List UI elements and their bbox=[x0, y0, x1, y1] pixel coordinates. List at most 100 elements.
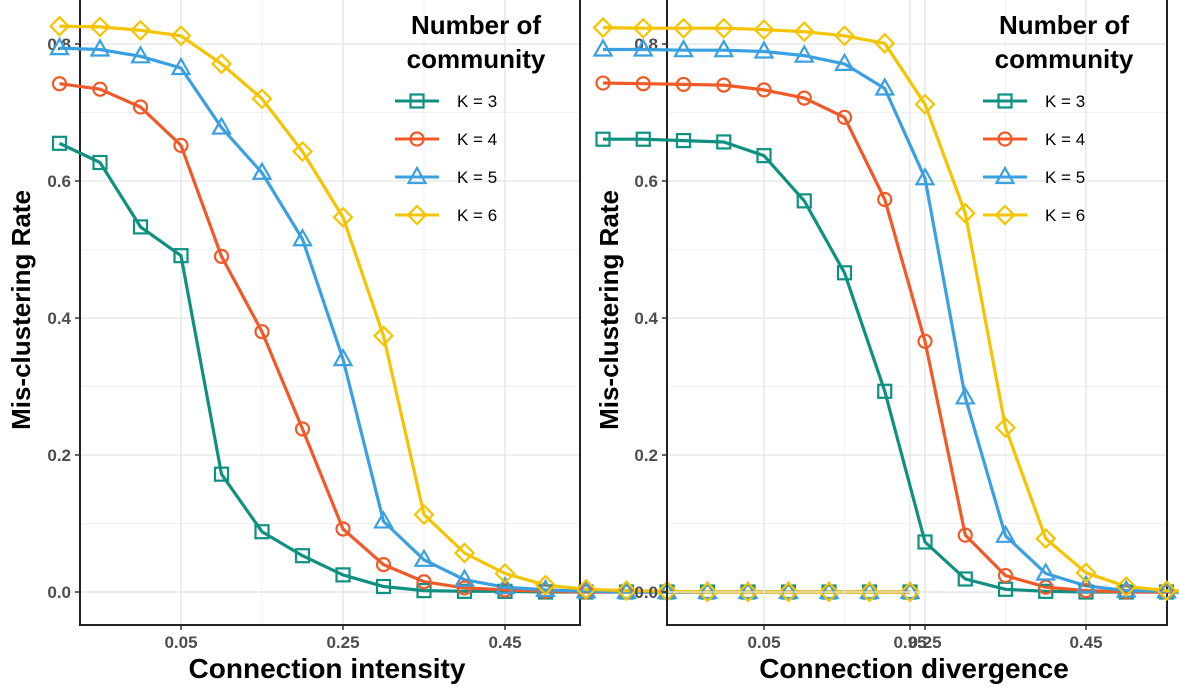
data-point bbox=[632, 38, 654, 57]
data-point bbox=[836, 109, 853, 125]
data-point bbox=[615, 580, 638, 602]
data-point bbox=[796, 193, 812, 209]
data-point bbox=[957, 527, 973, 543]
data-point bbox=[716, 134, 732, 150]
data-point bbox=[48, 15, 71, 37]
legend-title-line1: Number of bbox=[999, 10, 1129, 40]
x-axis-title: Connection divergence bbox=[759, 653, 1069, 684]
data-point bbox=[874, 77, 896, 96]
data-point bbox=[995, 524, 1016, 543]
legend-title-line1: Number of bbox=[411, 10, 541, 40]
y-tick-label: 0.2 bbox=[634, 446, 658, 465]
legend-label: K = 4 bbox=[457, 130, 497, 149]
data-point bbox=[129, 19, 152, 41]
data-point bbox=[210, 53, 233, 75]
data-point bbox=[595, 131, 611, 147]
data-point bbox=[291, 140, 314, 163]
data-point bbox=[375, 556, 392, 573]
x-tick-label: 0.25 bbox=[326, 633, 359, 652]
data-point bbox=[756, 82, 772, 98]
series-line bbox=[59, 24, 910, 594]
legend-label: K = 5 bbox=[457, 168, 497, 187]
data-point bbox=[713, 17, 735, 39]
data-point bbox=[51, 135, 68, 151]
data-point bbox=[635, 131, 651, 147]
data-point bbox=[954, 386, 976, 405]
data-point bbox=[778, 580, 799, 600]
data-point bbox=[1035, 562, 1057, 581]
data-point bbox=[332, 206, 354, 228]
data-point bbox=[375, 578, 392, 595]
data-point bbox=[592, 17, 614, 39]
data-point bbox=[917, 333, 933, 349]
plot-area: 0.050.250.450.950.00.20.40.60.8 bbox=[592, 0, 1179, 652]
data-point bbox=[49, 36, 70, 56]
data-point bbox=[595, 75, 611, 91]
x-axis-title: Connection intensity bbox=[189, 653, 466, 684]
data-point bbox=[796, 90, 812, 106]
data-point bbox=[170, 56, 192, 76]
series-line bbox=[603, 47, 1179, 594]
series-line bbox=[602, 26, 1179, 593]
legend-key-marker bbox=[409, 131, 425, 147]
legend-key-marker bbox=[406, 204, 428, 226]
x-tick-label: 0.45 bbox=[488, 633, 521, 652]
panel-border bbox=[666, 0, 1168, 626]
data-point bbox=[213, 248, 230, 264]
data-point bbox=[753, 19, 775, 41]
data-point bbox=[1155, 580, 1178, 602]
data-point bbox=[254, 324, 270, 340]
data-point bbox=[1038, 579, 1054, 595]
y-tick-label: 0.0 bbox=[634, 583, 658, 602]
data-point bbox=[294, 421, 311, 437]
x-tick-label: 0.45 bbox=[1069, 633, 1102, 652]
legend-key-marker bbox=[406, 165, 428, 185]
data-point bbox=[834, 52, 855, 71]
data-point bbox=[251, 161, 273, 180]
data-point bbox=[132, 219, 149, 235]
data-point bbox=[793, 21, 815, 43]
data-point bbox=[132, 99, 149, 115]
legend-label: K = 6 bbox=[457, 206, 497, 225]
panel-connection-intensity: Mis-clustering Rate Connection intensity… bbox=[6, 0, 927, 684]
data-point bbox=[173, 248, 189, 264]
legend-label: K = 6 bbox=[1045, 206, 1085, 225]
legend-label: K = 3 bbox=[457, 92, 497, 111]
data-point bbox=[737, 580, 759, 600]
series-line bbox=[59, 82, 910, 594]
data-point bbox=[170, 25, 192, 47]
data-point bbox=[697, 580, 718, 600]
data-point bbox=[456, 580, 473, 596]
data-point bbox=[1156, 580, 1177, 599]
panel-border bbox=[79, 0, 581, 626]
legend-entries: K = 3 K = 4 K = 5 K = 6 bbox=[983, 92, 1085, 226]
data-point bbox=[716, 77, 732, 93]
data-point bbox=[494, 575, 516, 595]
data-point bbox=[994, 417, 1017, 439]
data-point bbox=[818, 580, 840, 600]
x-tick-label: 0.05 bbox=[164, 633, 197, 652]
data-point bbox=[777, 581, 800, 603]
data-point bbox=[213, 466, 230, 482]
data-point bbox=[92, 81, 108, 97]
series-line bbox=[603, 137, 1179, 594]
data-point bbox=[874, 32, 896, 54]
data-point bbox=[89, 38, 111, 57]
data-point bbox=[877, 191, 893, 208]
legend-label: K = 3 bbox=[1045, 92, 1085, 111]
data-point bbox=[89, 16, 111, 38]
legend-title-line2: community bbox=[407, 44, 546, 74]
data-point bbox=[335, 567, 351, 583]
legend-title-line2: community bbox=[995, 44, 1134, 74]
data-point bbox=[211, 116, 232, 135]
data-point bbox=[818, 581, 840, 603]
legend-key-marker bbox=[409, 93, 425, 109]
data-point bbox=[635, 76, 651, 92]
data-point bbox=[453, 542, 476, 564]
data-point bbox=[899, 581, 921, 603]
y-tick-label: 0.4 bbox=[47, 309, 71, 328]
data-point bbox=[1038, 583, 1054, 599]
data-point bbox=[713, 38, 735, 58]
data-point bbox=[737, 581, 759, 603]
legend-key-marker bbox=[994, 204, 1016, 226]
